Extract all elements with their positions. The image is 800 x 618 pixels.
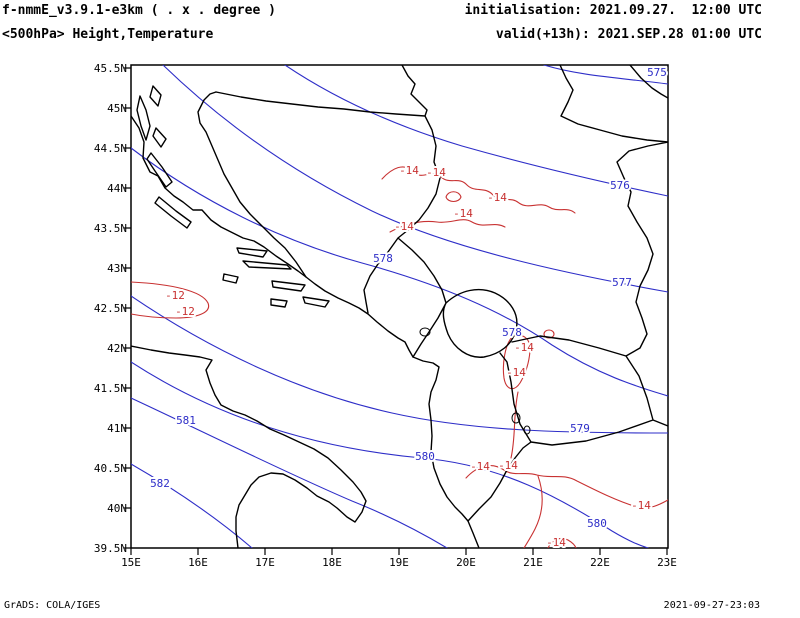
height-contour-582	[131, 463, 253, 548]
temp-contour-neg14	[389, 219, 506, 233]
height-label: 580	[587, 517, 607, 530]
y-axis-tick-label: 44N	[107, 182, 127, 195]
height-contour-579	[131, 295, 668, 434]
y-axis-tick-label: 44.5N	[94, 142, 127, 155]
temp-contour-neg14	[502, 334, 531, 390]
x-axis-tick-label: 22E	[590, 556, 610, 569]
x-axis-tick-label: 23E	[657, 556, 677, 569]
y-axis-tick-label: 45N	[107, 102, 127, 115]
y-axis-tick-label: 42.5N	[94, 302, 127, 315]
y-axis-tick-label: 40N	[107, 502, 127, 515]
height-label: 578	[502, 326, 522, 339]
temp-label: -14	[426, 166, 446, 179]
x-axis-tick-label: 16E	[188, 556, 208, 569]
creation-timestamp: 2021-09-27-23:03	[663, 600, 760, 611]
adriatic-islands	[136, 85, 330, 308]
temp-label: -14	[487, 191, 507, 204]
height-contours	[131, 65, 668, 548]
height-label: 581	[176, 414, 196, 427]
axis-ticks	[124, 67, 668, 555]
height-label: 578	[373, 252, 393, 265]
y-axis: 45.5N 45N 44.5N 44N 43.5N 43N 42.5N 42N …	[94, 62, 127, 555]
temp-label: -14	[506, 366, 526, 379]
y-axis-tick-label: 43N	[107, 262, 127, 275]
temp-contour-neg14	[523, 475, 543, 548]
height-label: 575	[647, 66, 667, 79]
temperature-contours	[131, 166, 668, 548]
temp-contour-neg14	[445, 191, 462, 203]
temp-contour-neg14	[381, 166, 576, 214]
temp-contour-neg14	[547, 537, 577, 548]
temp-label: -14	[631, 499, 651, 512]
y-axis-tick-label: 45.5N	[94, 62, 127, 75]
temp-label: -14	[546, 536, 566, 549]
lakes	[419, 327, 531, 435]
y-axis-tick-label: 41N	[107, 422, 127, 435]
temp-label: -14	[470, 460, 490, 473]
grads-credit: GrADS: COLA/IGES	[4, 600, 101, 611]
valid-time-label: valid(+13h): 2021.SEP.28 01:00 UTC	[495, 27, 762, 42]
temp-label: -12	[175, 305, 195, 318]
height-contour-576	[284, 65, 668, 197]
height-contour-577	[162, 65, 668, 293]
temp-label: -14	[514, 341, 534, 354]
init-time-label: initialisation: 2021.09.27. 12:00 UTC	[464, 3, 762, 18]
height-contour-581	[131, 397, 448, 548]
x-axis-tick-label: 17E	[255, 556, 275, 569]
x-axis-tick-label: 19E	[389, 556, 409, 569]
temp-label: -14	[399, 164, 419, 177]
temp-contour-neg14	[465, 465, 668, 509]
height-label: 580	[415, 450, 435, 463]
height-label: 579	[570, 422, 590, 435]
x-axis-tick-label: 18E	[322, 556, 342, 569]
temp-label: -14	[394, 220, 414, 233]
temp-label: -14	[453, 207, 473, 220]
height-label: 577	[612, 276, 632, 289]
y-axis-tick-label: 40.5N	[94, 462, 127, 475]
x-axis-tick-label: 21E	[523, 556, 543, 569]
x-axis-tick-label: 20E	[456, 556, 476, 569]
x-axis: 15E 16E 17E 18E 19E 20E 21E 22E 23E	[121, 556, 677, 569]
temp-label: -12	[165, 289, 185, 302]
variable-title: <500hPa> Height,Temperature	[2, 27, 214, 42]
temp-label: -14	[498, 459, 518, 472]
y-axis-tick-label: 43.5N	[94, 222, 127, 235]
temp-contour-neg14	[510, 391, 519, 459]
height-contour-labels: 575 576 577 578 578 579 580 580 581 582	[148, 64, 669, 532]
height-label: 582	[150, 477, 170, 490]
temp-contour-labels: -14 -14 -14 -14 -14 -14 -14 -14 -14 -14 …	[163, 162, 653, 551]
height-label: 576	[610, 179, 630, 192]
map-frame	[130, 64, 669, 549]
height-contour-575	[543, 65, 668, 85]
height-contour-580	[131, 361, 649, 548]
y-axis-tick-label: 41.5N	[94, 382, 127, 395]
y-axis-tick-label: 39.5N	[94, 542, 127, 555]
y-axis-tick-label: 42N	[107, 342, 127, 355]
country-borders	[197, 65, 668, 522]
adriatic-coastline	[131, 115, 480, 548]
basemap	[131, 65, 668, 548]
x-axis-tick-label: 15E	[121, 556, 141, 569]
temp-contour-neg12	[131, 281, 210, 319]
italy-coastline	[131, 345, 367, 548]
height-contour-578	[131, 147, 668, 397]
model-title: f-nmmE_v3.9.1-e3km ( . x . degree )	[2, 3, 276, 18]
